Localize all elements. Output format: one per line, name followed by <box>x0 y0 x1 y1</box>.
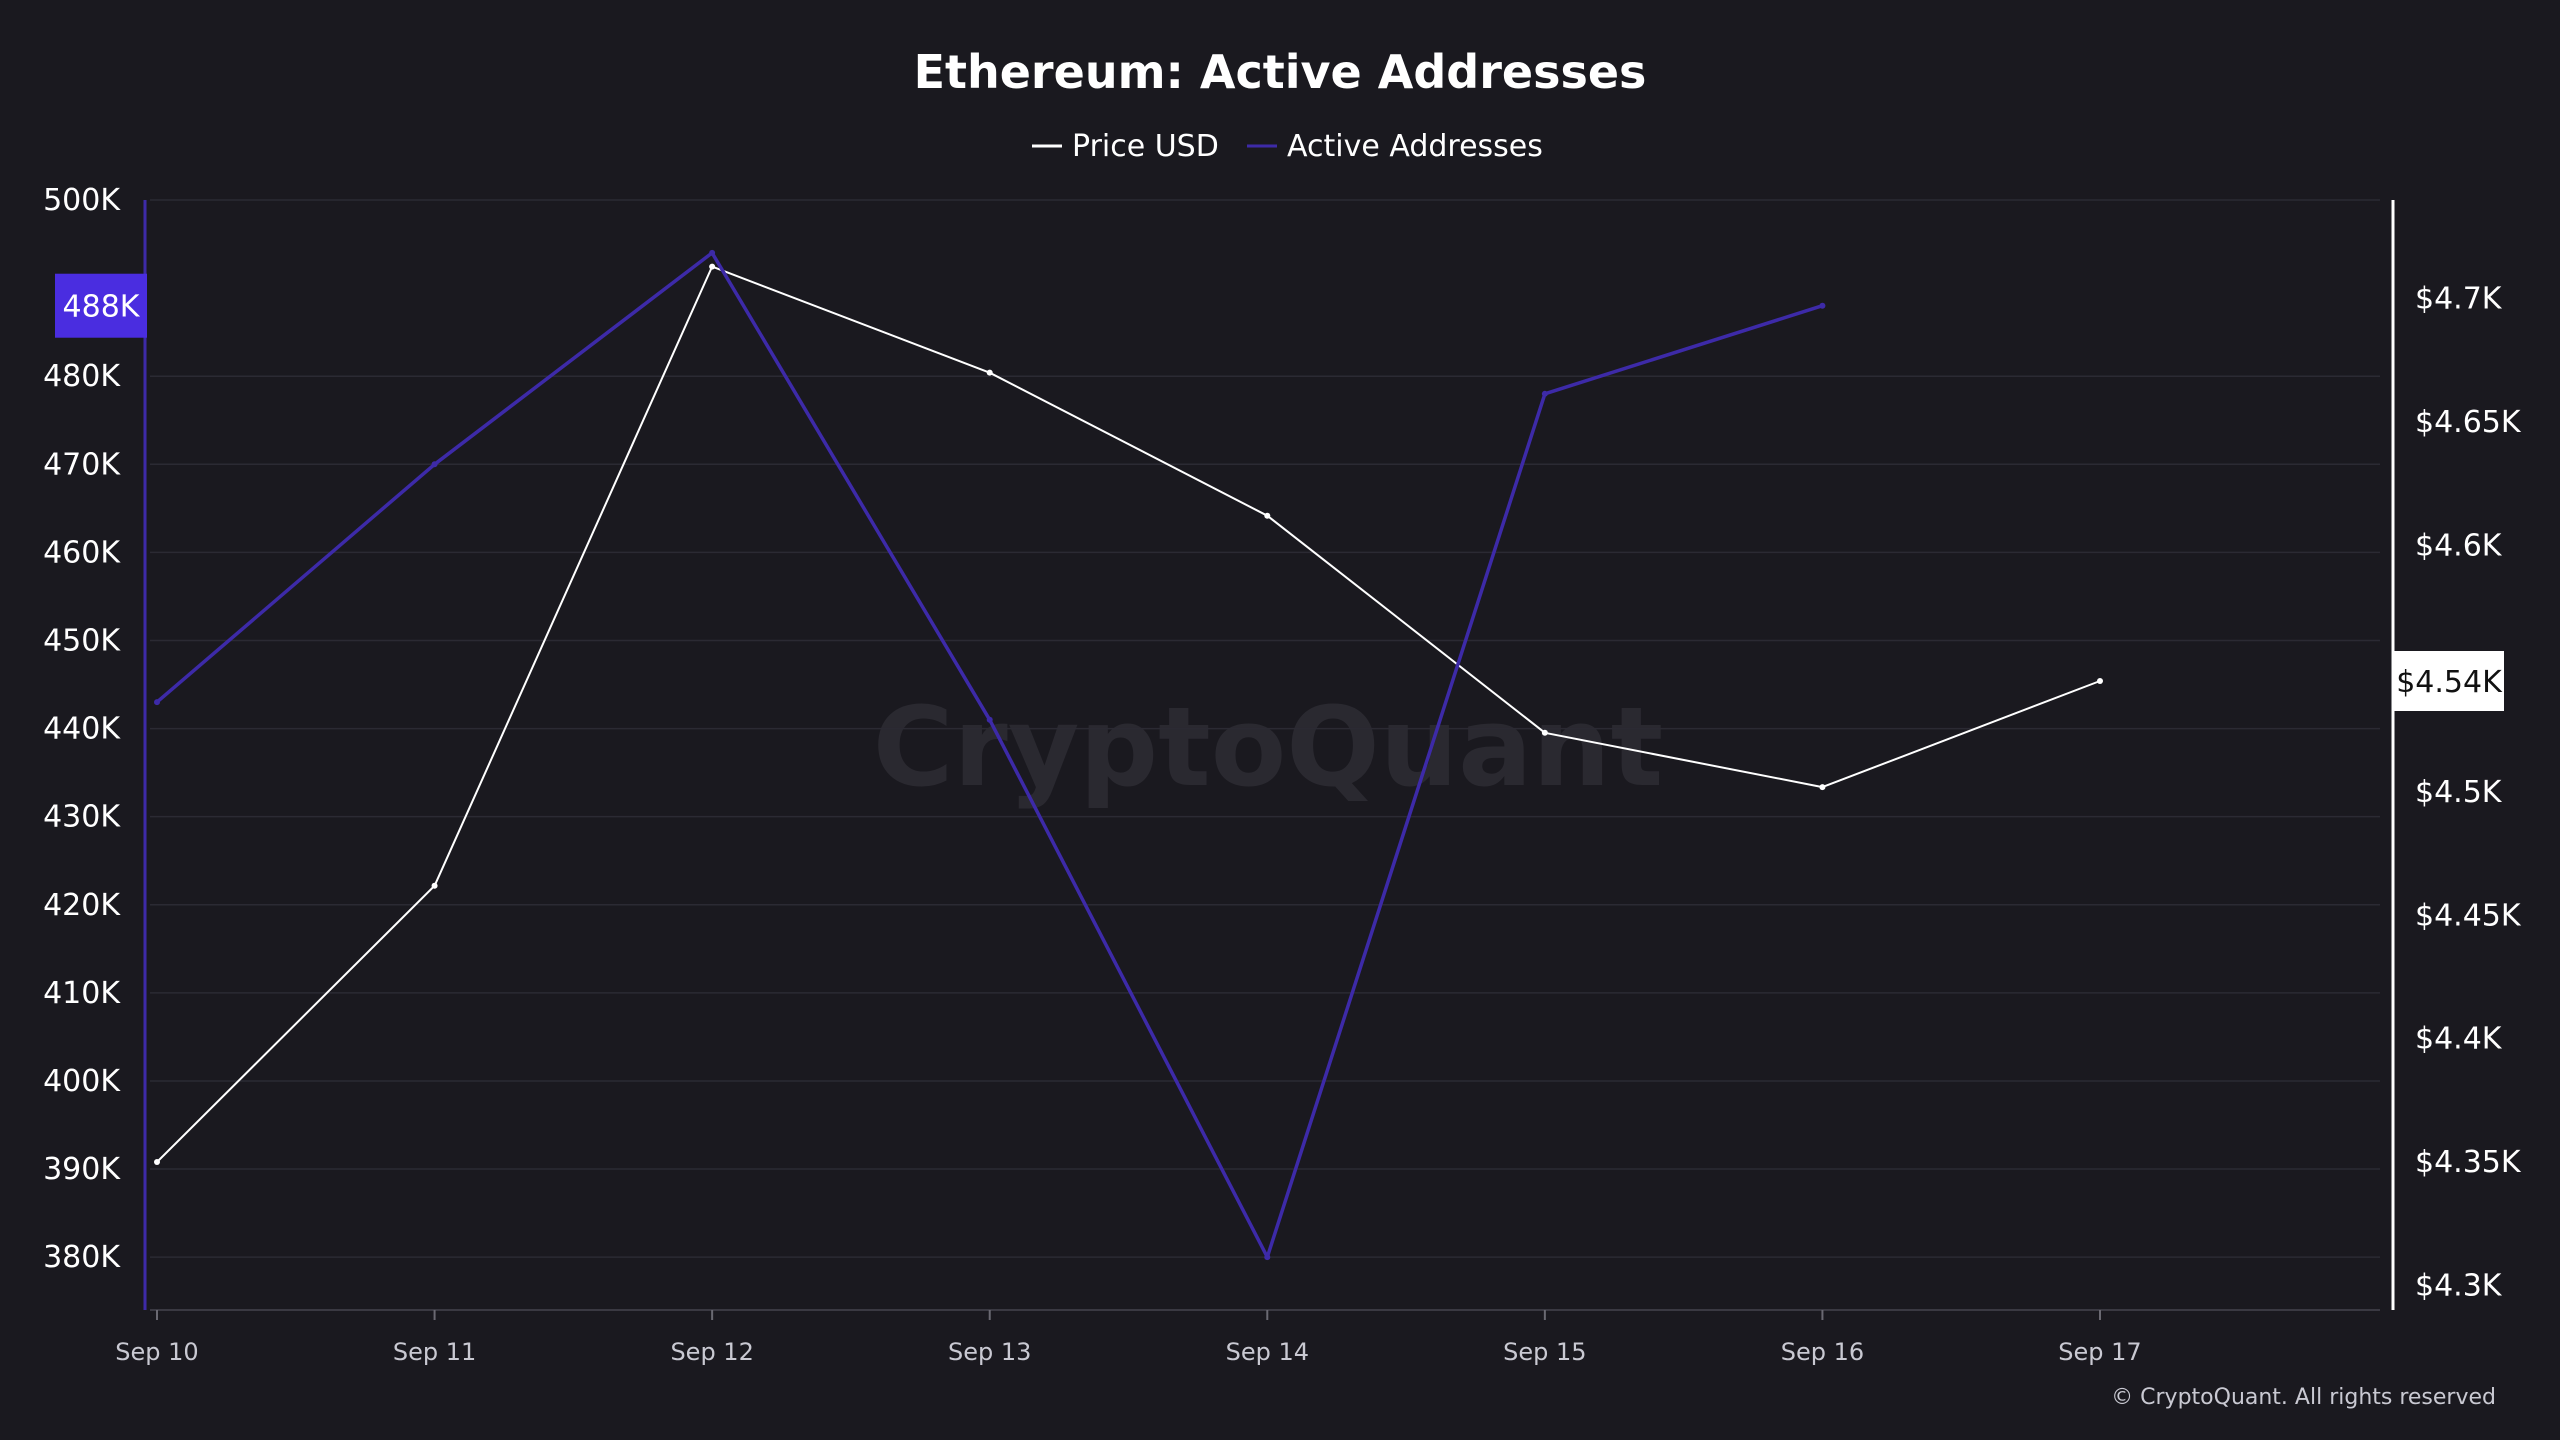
right-tick-label: $4.5K <box>2415 775 2503 810</box>
left-value-badge: 488K <box>55 273 147 338</box>
left-tick-label: 380K <box>43 1240 121 1275</box>
data-point-price-usd[interactable] <box>154 1159 160 1165</box>
left-tick-label: 500K <box>43 183 121 218</box>
left-tick-label: 480K <box>43 359 121 394</box>
left-badge-label: 488K <box>63 290 141 325</box>
x-tick-label: Sep 12 <box>670 1338 753 1366</box>
legend-label: Price USD <box>1072 129 1219 164</box>
right-tick-label: $4.4K <box>2415 1022 2503 1057</box>
data-point-active-addresses[interactable] <box>1264 1254 1271 1261</box>
chart-title: Ethereum: Active Addresses <box>914 45 1647 99</box>
data-point-price-usd[interactable] <box>2097 678 2103 684</box>
x-tick-label: Sep 15 <box>1503 1338 1586 1366</box>
left-tick-label: 450K <box>43 623 121 658</box>
left-tick-label: 420K <box>43 888 121 923</box>
x-tick-label: Sep 13 <box>948 1338 1031 1366</box>
left-tick-label: 430K <box>43 800 121 835</box>
left-tick-label: 410K <box>43 976 121 1011</box>
right-tick-label: $4.35K <box>2415 1145 2522 1180</box>
right-tick-label: $4.3K <box>2415 1268 2503 1303</box>
legend-label: Active Addresses <box>1287 129 1543 164</box>
data-point-price-usd[interactable] <box>431 882 438 889</box>
data-point-price-usd[interactable] <box>1541 729 1548 736</box>
right-axis: $4.7K $4.65K $4.6K $4.5K $4.45K $4.4K $4.35K $4… <box>2391 200 2522 1310</box>
legend-item-active-addresses[interactable]: Active Addresses <box>1247 129 1543 164</box>
right-tick-label: $4.7K <box>2415 282 2503 317</box>
left-badge-box <box>55 273 147 338</box>
right-badge-label: $4.54K <box>2396 665 2503 700</box>
legend-item-price-usd[interactable]: Price USD <box>1032 129 1219 164</box>
data-point-active-addresses[interactable] <box>1819 302 1826 309</box>
data-point-active-addresses[interactable] <box>154 699 160 706</box>
series-layer <box>154 249 2103 1261</box>
data-point-price-usd[interactable] <box>1264 512 1271 519</box>
x-tick-label: Sep 17 <box>2058 1338 2141 1366</box>
left-tick-label: 460K <box>43 535 121 570</box>
right-badge-box <box>2394 651 2504 711</box>
watermark: CryptoQuant <box>873 683 1664 811</box>
left-axis: 500K 480K 470K 460K 450K 440K 430K 420K 410K 400K… <box>43 183 147 1310</box>
grid-layer <box>150 199 2380 1258</box>
left-tick-label: 470K <box>43 447 121 482</box>
data-point-active-addresses[interactable] <box>431 461 438 468</box>
x-axis: Sep 10 Sep 11 Sep 12 Sep 13 Sep 14 Sep 15 Sep … <box>115 1309 2380 1366</box>
x-tick-label: Sep 14 <box>1226 1338 1309 1366</box>
data-point-active-addresses[interactable] <box>1541 390 1548 397</box>
right-tick-label: $4.45K <box>2415 898 2522 933</box>
x-tick-label: Sep 11 <box>393 1338 476 1366</box>
left-tick-label: 390K <box>43 1152 121 1187</box>
x-tick-label: Sep 16 <box>1781 1338 1864 1366</box>
data-point-active-addresses[interactable] <box>986 716 993 723</box>
right-tick-label: $4.65K <box>2415 405 2522 440</box>
data-point-price-usd[interactable] <box>709 263 716 270</box>
right-value-badge: $4.54K <box>2394 651 2504 711</box>
series-line-price-usd <box>156 265 2101 1163</box>
legend[interactable]: Price USD Active Addresses <box>1032 129 1543 164</box>
copyright: © CryptoQuant. All rights reserved <box>2111 1385 2496 1410</box>
data-point-price-usd[interactable] <box>986 369 993 376</box>
left-tick-label: 400K <box>43 1064 121 1099</box>
left-tick-label: 440K <box>43 712 121 747</box>
x-tick-label: Sep 10 <box>115 1338 198 1366</box>
data-point-active-addresses[interactable] <box>709 249 716 256</box>
right-tick-label: $4.6K <box>2415 528 2503 563</box>
badge-layer: 488K $4.54K <box>55 273 2504 711</box>
data-point-price-usd[interactable] <box>1819 784 1826 791</box>
